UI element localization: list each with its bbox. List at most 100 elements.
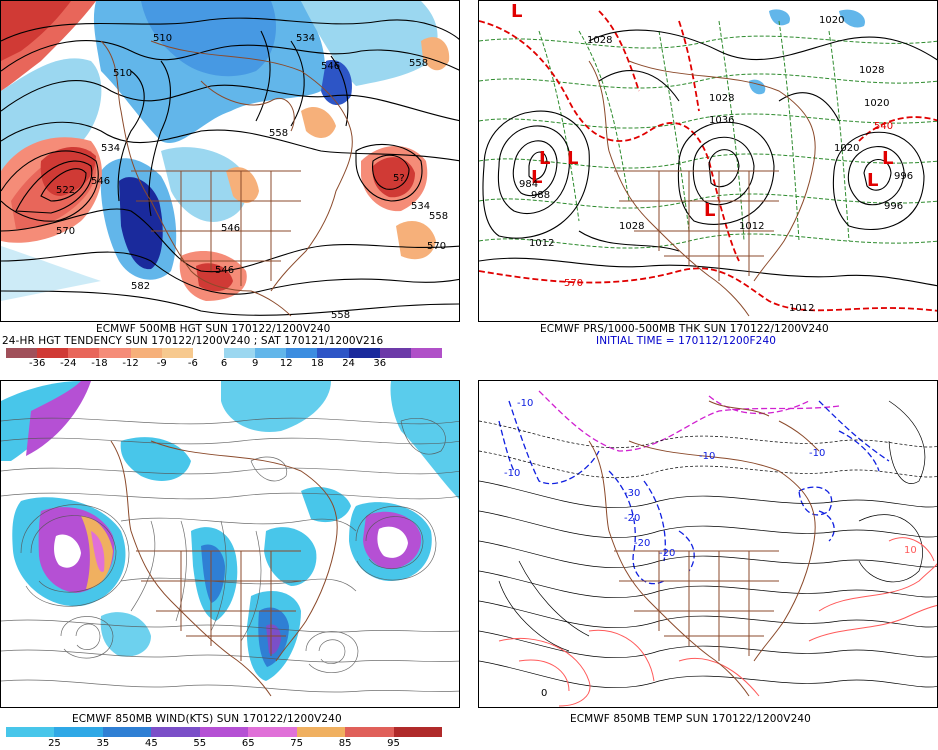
legend-tick-label: -12 bbox=[122, 358, 139, 369]
caption-line-1: ECMWF PRS/1000-500MB THK SUN 170122/1200… bbox=[540, 323, 829, 335]
svg-text:0: 0 bbox=[541, 688, 547, 699]
legend-swatch bbox=[345, 727, 394, 737]
svg-text:510: 510 bbox=[113, 68, 132, 79]
svg-text:534: 534 bbox=[411, 201, 430, 212]
svg-text:L: L bbox=[567, 148, 578, 169]
svg-text:546: 546 bbox=[321, 61, 340, 72]
legend-tick-label: -9 bbox=[156, 358, 167, 369]
svg-text:996: 996 bbox=[894, 171, 913, 182]
svg-text:570: 570 bbox=[56, 226, 75, 237]
legend-tick-label: 9 bbox=[251, 358, 259, 369]
svg-text:L: L bbox=[882, 148, 893, 169]
svg-text:-20: -20 bbox=[659, 548, 675, 559]
legend-tick-label: 24 bbox=[342, 358, 355, 369]
legend-tick-label: 35 bbox=[96, 738, 110, 749]
legend-tick-label: 95 bbox=[387, 738, 400, 749]
svg-text:-30: -30 bbox=[624, 488, 640, 499]
svg-text:534: 534 bbox=[101, 143, 120, 154]
svg-text:570: 570 bbox=[427, 241, 446, 252]
svg-text:-10: -10 bbox=[504, 468, 520, 479]
color-legend bbox=[6, 727, 442, 737]
svg-text:-20: -20 bbox=[624, 513, 640, 524]
svg-text:-20: -20 bbox=[634, 538, 650, 549]
legend-swatch bbox=[317, 348, 349, 358]
caption-line-1: ECMWF 850MB WIND(KTS) SUN 170122/1200V24… bbox=[72, 713, 342, 725]
legend-tick-label: -36 bbox=[28, 358, 46, 369]
legend-swatch bbox=[192, 348, 224, 358]
map-850mb-temp-graphic: -10 -10 -20 -10 -20 -30 -20 -10 0 10 bbox=[479, 390, 937, 707]
svg-text:558: 558 bbox=[331, 310, 350, 321]
map-pressure-thickness-graphic: L L L L L L L 1028 1020 1028 1036 1028 1… bbox=[479, 1, 937, 317]
caption-line-1: ECMWF 500MB HGT SUN 170122/1200V240 bbox=[96, 323, 331, 335]
svg-text:534: 534 bbox=[296, 33, 315, 44]
svg-text:546: 546 bbox=[91, 176, 110, 187]
legend-tick-label: 55 bbox=[193, 738, 207, 749]
svg-text:546: 546 bbox=[221, 223, 240, 234]
legend-tick-label: 18 bbox=[311, 358, 324, 369]
legend-tick-label: -6 bbox=[187, 358, 198, 369]
map-500mb-height: 510 534 546 558 510 558 534 522 570 546 … bbox=[0, 0, 460, 322]
map-850mb-wind-graphic bbox=[1, 381, 459, 697]
panel-pressure-thickness: L L L L L L L 1028 1020 1028 1036 1028 1… bbox=[478, 0, 938, 370]
legend-swatch bbox=[296, 727, 346, 737]
legend-swatch bbox=[37, 348, 69, 358]
legend-tick-label: 12 bbox=[279, 358, 293, 369]
caption-line-1: ECMWF 850MB TEMP SUN 170122/1200V240 bbox=[570, 713, 811, 725]
svg-text:570: 570 bbox=[564, 278, 583, 289]
svg-text:1028: 1028 bbox=[587, 35, 612, 46]
svg-text:-10: -10 bbox=[809, 448, 825, 459]
legend-swatch bbox=[223, 348, 256, 358]
svg-text:1028: 1028 bbox=[709, 93, 734, 104]
svg-text:522: 522 bbox=[56, 185, 75, 196]
svg-text:1012: 1012 bbox=[529, 238, 554, 249]
svg-text:-10: -10 bbox=[517, 398, 533, 409]
svg-text:1020: 1020 bbox=[819, 15, 844, 26]
legend-swatch bbox=[199, 727, 249, 737]
legend-swatch bbox=[54, 727, 103, 737]
legend-tick-label: 85 bbox=[338, 738, 352, 749]
legend-swatch bbox=[6, 727, 55, 737]
svg-text:510: 510 bbox=[153, 33, 172, 44]
legend-tick-label: -24 bbox=[60, 358, 77, 369]
legend-swatch bbox=[393, 727, 442, 737]
legend-swatch bbox=[286, 348, 318, 358]
legend-ticks: -36 -24 -18 -12 -9 -6 6 9 12 18 24 36 bbox=[6, 358, 442, 370]
legend-swatch bbox=[248, 727, 297, 737]
map-850mb-temp: -10 -10 -20 -10 -20 -30 -20 -10 0 10 bbox=[478, 380, 938, 708]
legend-swatch bbox=[161, 348, 193, 358]
svg-text:5?: 5? bbox=[393, 173, 405, 184]
map-850mb-wind bbox=[0, 380, 460, 708]
svg-text:-10: -10 bbox=[699, 451, 715, 462]
panel-500mb-height: 510 534 546 558 510 558 534 522 570 546 … bbox=[0, 0, 460, 370]
caption-line-2: INITIAL TIME = 170112/1200F240 bbox=[596, 335, 777, 347]
svg-text:L: L bbox=[867, 170, 878, 191]
svg-text:L: L bbox=[704, 200, 715, 221]
legend-ticks: 25 35 45 55 65 75 85 95 bbox=[6, 738, 442, 750]
svg-text:1020: 1020 bbox=[864, 98, 889, 109]
svg-text:1028: 1028 bbox=[619, 221, 644, 232]
legend-swatch bbox=[410, 348, 442, 358]
svg-text:988: 988 bbox=[531, 190, 550, 201]
svg-text:546: 546 bbox=[215, 265, 234, 276]
legend-swatch bbox=[151, 727, 200, 737]
legend-swatch bbox=[102, 727, 152, 737]
legend-tick-label: 45 bbox=[144, 738, 158, 749]
svg-text:L: L bbox=[531, 167, 542, 188]
legend-swatch bbox=[6, 348, 38, 358]
legend-swatch bbox=[99, 348, 131, 358]
svg-text:L: L bbox=[511, 1, 522, 22]
map-500mb-height-graphic: 510 534 546 558 510 558 534 522 570 546 … bbox=[1, 1, 459, 321]
map-pressure-thickness: L L L L L L L 1028 1020 1028 1036 1028 1… bbox=[478, 0, 938, 322]
panel-850mb-temp: -10 -10 -20 -10 -20 -30 -20 -10 0 10 ECM… bbox=[478, 380, 938, 750]
svg-text:996: 996 bbox=[884, 201, 903, 212]
color-legend bbox=[6, 348, 442, 358]
svg-text:558: 558 bbox=[409, 58, 428, 69]
svg-text:L: L bbox=[539, 148, 550, 169]
svg-text:1012: 1012 bbox=[789, 303, 814, 314]
legend-swatch bbox=[379, 348, 411, 358]
svg-text:540: 540 bbox=[874, 121, 893, 132]
caption-line-2: 24-HR HGT TENDENCY SUN 170122/1200V240 ;… bbox=[2, 335, 384, 347]
legend-swatch bbox=[348, 348, 380, 358]
legend-tick-label: 25 bbox=[48, 738, 61, 749]
svg-text:558: 558 bbox=[429, 211, 448, 222]
